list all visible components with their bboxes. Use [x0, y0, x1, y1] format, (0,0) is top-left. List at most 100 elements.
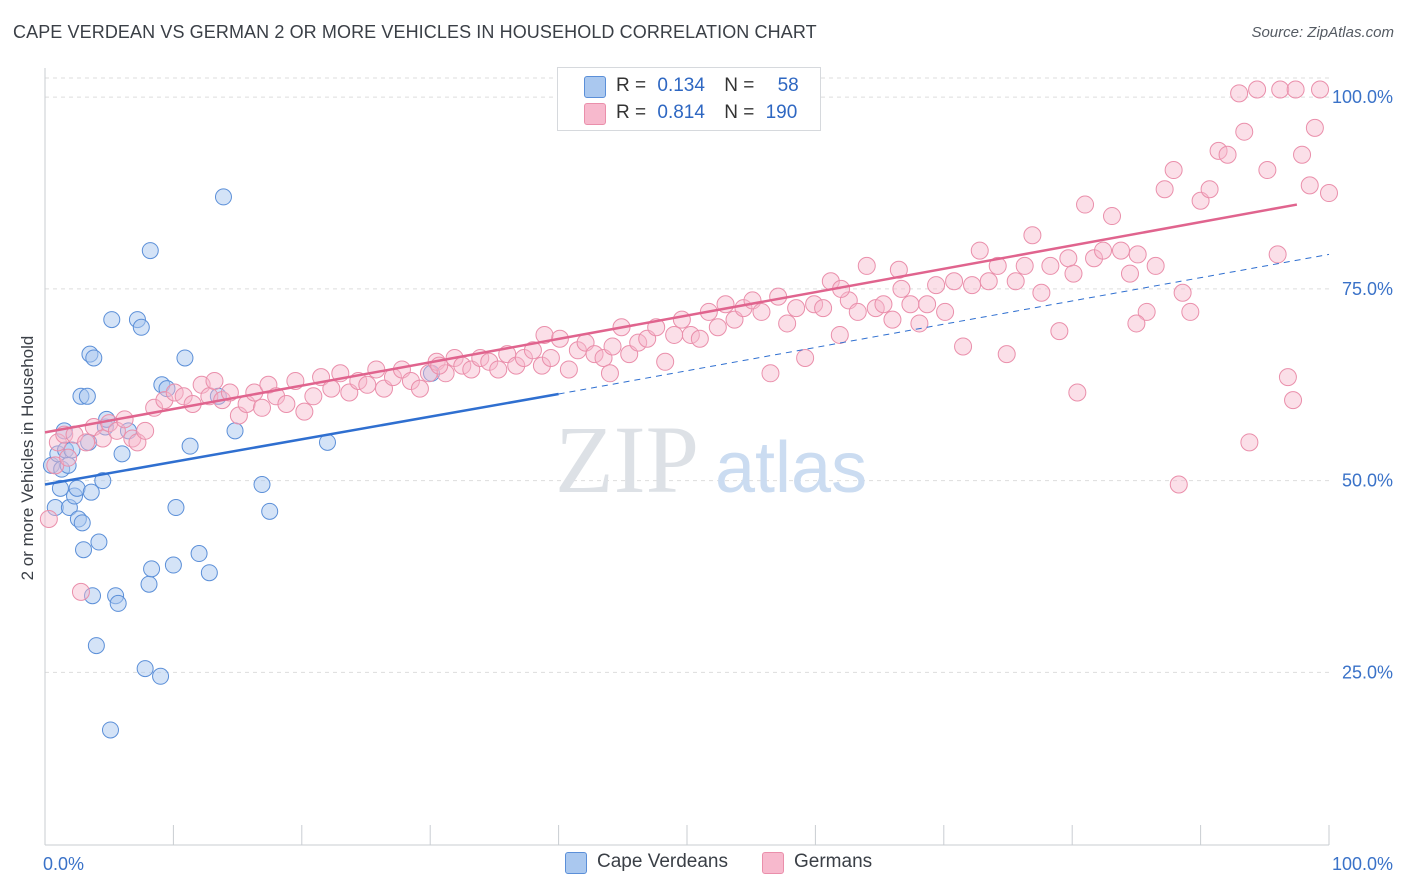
cape-verdeans-point	[253, 476, 271, 494]
germans-point	[1059, 249, 1078, 268]
cape-verdeans-point	[113, 445, 131, 463]
germans-point	[1278, 368, 1297, 387]
germans-point	[1293, 145, 1312, 164]
y-tick-label: 75.0%	[1342, 279, 1393, 299]
germans-point	[927, 276, 946, 295]
germans-point	[979, 272, 998, 291]
cape-verdeans-point	[94, 472, 112, 490]
germans-point	[848, 302, 867, 321]
germans-point	[155, 391, 174, 410]
n-value-germans: 190	[765, 102, 798, 123]
germans-points	[39, 80, 1338, 601]
germans-point	[535, 325, 554, 344]
germans-point	[796, 348, 815, 367]
germans-point	[997, 345, 1016, 364]
germans-point	[761, 364, 780, 383]
cape-verdeans-point	[164, 556, 182, 574]
germans-point	[532, 356, 551, 375]
n-label: N =	[724, 75, 755, 96]
germans-point	[1200, 180, 1219, 199]
germans-point	[277, 394, 296, 413]
germans-point	[752, 302, 771, 321]
germans-point	[205, 371, 224, 390]
axes	[44, 68, 1330, 846]
germans-swatch	[584, 103, 606, 125]
germans-point	[1155, 180, 1174, 199]
germans-point	[603, 337, 622, 356]
germans-point	[322, 379, 341, 398]
germans-trend-line	[44, 203, 1298, 434]
germans-point	[1305, 118, 1324, 137]
germans-point	[672, 310, 691, 329]
y-tick-label: 25.0%	[1342, 662, 1393, 682]
germans-point	[1218, 145, 1237, 164]
cape-verdeans-trend-line	[44, 392, 559, 486]
germans-point	[1248, 80, 1267, 99]
y-tick-label: 50.0%	[1342, 471, 1393, 491]
germans-point	[1103, 207, 1122, 226]
r-value-cape-verdeans: 0.134	[657, 75, 705, 96]
germans-point	[48, 433, 67, 452]
germans-point	[71, 582, 90, 601]
cape-verdeans-point	[82, 483, 100, 501]
cape-verdeans-point	[90, 533, 108, 551]
germans-point	[936, 302, 955, 321]
germans-point	[1230, 84, 1249, 103]
r-label: R =	[616, 75, 647, 96]
cape-verdeans-point	[101, 721, 119, 739]
germans-point	[295, 402, 314, 421]
germans-point	[814, 299, 833, 318]
germans-point	[136, 421, 155, 440]
x-tick-label: 0.0%	[43, 854, 84, 874]
cape-verdeans-point	[132, 318, 150, 336]
germans-point	[358, 375, 377, 394]
germans-point	[252, 398, 271, 417]
germans-legend-swatch	[762, 852, 784, 874]
cape-verdeans-point	[141, 242, 159, 260]
trend-lines	[44, 203, 1330, 486]
germans-point	[1023, 226, 1042, 245]
germans-point	[945, 272, 964, 291]
germans-point	[1235, 122, 1254, 141]
cape-verdeans-legend-label: Cape Verdeans	[597, 851, 728, 872]
germans-point	[436, 364, 455, 383]
cape-verdeans-point	[200, 564, 218, 582]
watermark-zip: ZIP	[555, 406, 699, 513]
germans-point	[892, 279, 911, 298]
germans-point	[1169, 475, 1188, 494]
n-value-cape-verdeans: 58	[777, 75, 799, 96]
y-tick-label: 100.0%	[1332, 87, 1393, 107]
cape-verdeans-point	[152, 667, 170, 685]
germans-point	[1240, 433, 1259, 452]
cape-verdeans-point	[190, 545, 208, 563]
germans-point	[787, 299, 806, 318]
germans-point	[778, 314, 797, 333]
germans-point	[1094, 241, 1113, 260]
cape-verdeans-trend-extension	[558, 253, 1330, 395]
germans-point	[59, 448, 78, 467]
germans-point	[1258, 161, 1277, 180]
germans-point	[1120, 264, 1139, 283]
cape-verdeans-point	[261, 502, 279, 520]
germans-point	[1209, 141, 1228, 160]
germans-point	[1300, 176, 1319, 195]
germans-point	[1050, 322, 1069, 341]
germans-point	[883, 310, 902, 329]
germans-point	[600, 364, 619, 383]
cape-verdeans-swatch	[584, 76, 606, 98]
gridlines	[45, 77, 1329, 673]
germans-point	[1127, 314, 1146, 333]
cape-verdeans-point	[143, 560, 161, 578]
germans-point	[489, 360, 508, 379]
germans-point	[93, 429, 112, 448]
watermark-atlas: atlas	[715, 428, 867, 508]
germans-point	[910, 314, 929, 333]
germans-point	[1284, 391, 1303, 410]
germans-point	[1111, 241, 1130, 260]
stats-legend: R = 0.134 N = 58 R = 0.814 N = 190	[557, 67, 821, 131]
cape-verdeans-point	[68, 479, 86, 497]
germans-point	[1064, 264, 1083, 283]
germans-point	[690, 329, 709, 348]
germans-point	[39, 510, 58, 529]
cape-verdeans-point	[84, 587, 102, 605]
